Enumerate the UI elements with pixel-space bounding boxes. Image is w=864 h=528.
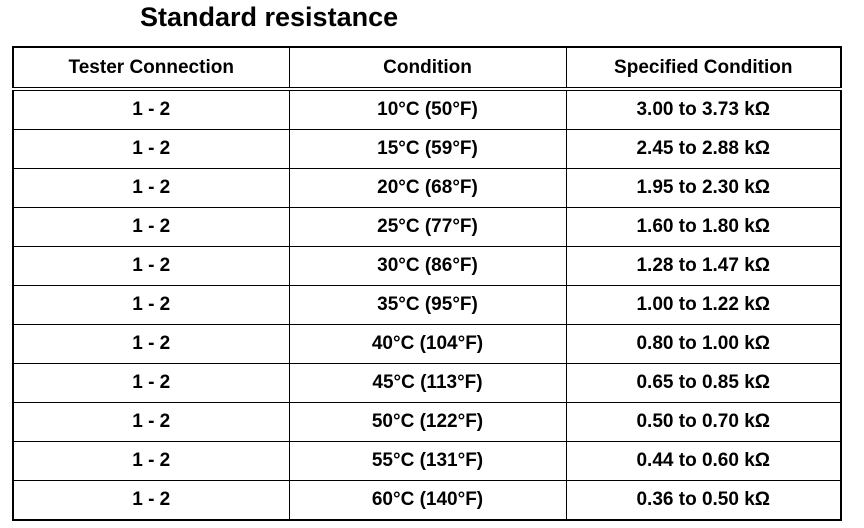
table-cell: 60°C (140°F) [288, 480, 567, 521]
table-row: 1 - 2 55°C (131°F) 0.44 to 0.60 kΩ [12, 441, 842, 481]
table-row: 1 - 2 45°C (113°F) 0.65 to 0.85 kΩ [12, 363, 842, 403]
table-row: 1 - 2 20°C (68°F) 1.95 to 2.30 kΩ [12, 168, 842, 208]
table-cell: 20°C (68°F) [288, 168, 567, 208]
table-cell: 1 - 2 [12, 402, 290, 442]
table-cell: 55°C (131°F) [288, 441, 567, 481]
table-cell: 35°C (95°F) [288, 285, 567, 325]
table-row: 1 - 2 15°C (59°F) 2.45 to 2.88 kΩ [12, 129, 842, 169]
table-row: 1 - 2 25°C (77°F) 1.60 to 1.80 kΩ [12, 207, 842, 247]
table-cell: 1 - 2 [12, 246, 290, 286]
resistance-table: Tester Connection Condition Specified Cond… [12, 46, 842, 521]
table-cell: 2.45 to 2.88 kΩ [565, 129, 842, 169]
table-row: 1 - 2 50°C (122°F) 0.50 to 0.70 kΩ [12, 402, 842, 442]
table-cell: 30°C (86°F) [288, 246, 567, 286]
table-row: 1 - 2 10°C (50°F) 3.00 to 3.73 kΩ [12, 88, 842, 130]
column-header: Condition [288, 46, 567, 90]
table-cell: 1 - 2 [12, 88, 290, 130]
table-cell: 1.00 to 1.22 kΩ [565, 285, 842, 325]
table-cell: 0.65 to 0.85 kΩ [565, 363, 842, 403]
table-cell: 0.36 to 0.50 kΩ [565, 480, 842, 521]
table-cell: 40°C (104°F) [288, 324, 567, 364]
table-cell: 1 - 2 [12, 363, 290, 403]
table-cell: 0.44 to 0.60 kΩ [565, 441, 842, 481]
table-cell: 1 - 2 [12, 168, 290, 208]
table-cell: 3.00 to 3.73 kΩ [565, 88, 842, 130]
column-header: Tester Connection [12, 46, 290, 90]
table-cell: 50°C (122°F) [288, 402, 567, 442]
table-cell: 1.60 to 1.80 kΩ [565, 207, 842, 247]
table-cell: 15°C (59°F) [288, 129, 567, 169]
table-head: Tester Connection Condition Specified Cond… [12, 46, 842, 90]
column-header: Specified Condition [565, 46, 842, 90]
table-cell: 0.50 to 0.70 kΩ [565, 402, 842, 442]
table-cell: 10°C (50°F) [288, 88, 567, 130]
table-cell: 25°C (77°F) [288, 207, 567, 247]
table-cell: 1.28 to 1.47 kΩ [565, 246, 842, 286]
table-row: 1 - 2 40°C (104°F) 0.80 to 1.00 kΩ [12, 324, 842, 364]
table-cell: 1 - 2 [12, 207, 290, 247]
table-body: 1 - 2 10°C (50°F) 3.00 to 3.73 kΩ 1 - 2 15°C… [12, 88, 842, 521]
table-row: 1 - 2 30°C (86°F) 1.28 to 1.47 kΩ [12, 246, 842, 286]
table-cell: 1 - 2 [12, 480, 290, 521]
table-row: 1 - 2 35°C (95°F) 1.00 to 1.22 kΩ [12, 285, 842, 325]
table-row: 1 - 2 60°C (140°F) 0.36 to 0.50 kΩ [12, 480, 842, 521]
table-cell: 0.80 to 1.00 kΩ [565, 324, 842, 364]
table-cell: 45°C (113°F) [288, 363, 567, 403]
title: Standard resistance [140, 2, 399, 32]
table-cell: 1 - 2 [12, 441, 290, 481]
table-cell: 1 - 2 [12, 129, 290, 169]
table-cell: 1 - 2 [12, 285, 290, 325]
header-row: Tester Connection Condition Specified Cond… [12, 46, 842, 90]
table-cell: 1 - 2 [12, 324, 290, 364]
table-cell: 1.95 to 2.30 kΩ [565, 168, 842, 208]
